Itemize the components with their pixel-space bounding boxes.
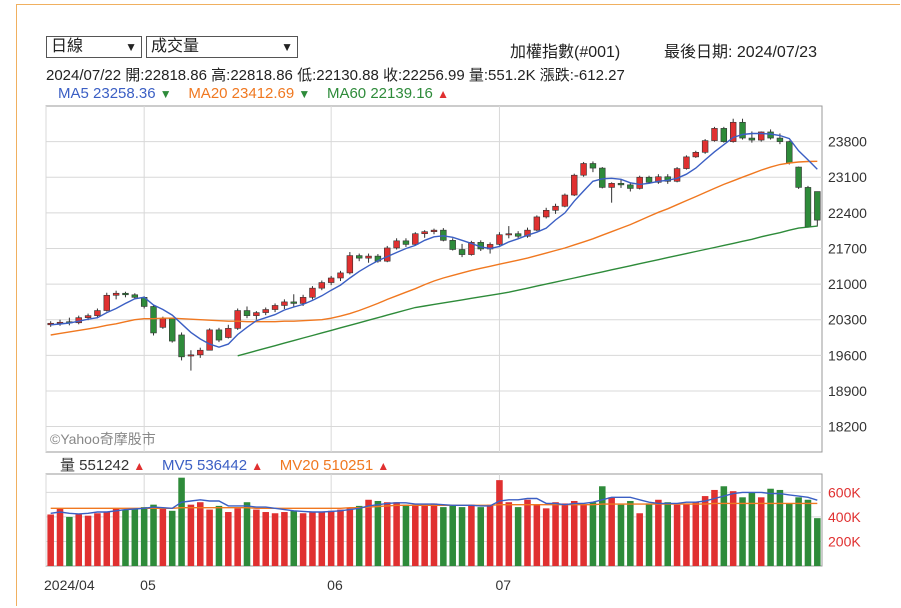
- mv5-arrow-icon: ▲: [251, 459, 264, 473]
- ohlc-date: 2024/07/22: [46, 67, 122, 84]
- ma5-arrow-icon: ▼: [159, 87, 172, 101]
- ma60-legend: MA60 22139.16: [326, 85, 433, 102]
- volume-legend: 量 551242 ▲ MV5 536442 ▲ MV20 510251 ▲: [60, 454, 389, 475]
- chart-frame: [16, 4, 900, 606]
- ma-legend: MA5 23258.36 ▼ MA20 23412.69 ▼ MA60 2213…: [58, 85, 449, 102]
- ohlc-low: 低:22130.88: [297, 67, 379, 84]
- ohlc-change: 漲跌:-612.27: [539, 67, 625, 84]
- ohlc-summary: 2024/07/22 開:22818.86 高:22818.86 低:22130…: [46, 64, 625, 85]
- ohlc-high: 高:22818.86: [211, 67, 293, 84]
- ma20-arrow-icon: ▼: [298, 87, 311, 101]
- vol-arrow-icon: ▲: [133, 459, 146, 473]
- index-name: 加權指數(#001): [510, 44, 621, 61]
- indicator-select-value: 成交量: [151, 38, 200, 55]
- ma60-arrow-icon: ▲: [437, 87, 449, 101]
- ohlc-open: 開:22818.86: [125, 67, 207, 84]
- vol-legend: 量 551242: [60, 457, 130, 474]
- ma20-legend: MA20 23412.69: [188, 85, 295, 102]
- ma5-legend: MA5 23258.36: [58, 85, 156, 102]
- period-select[interactable]: 日線 ▼: [46, 36, 142, 58]
- ohlc-close: 收:22256.99: [382, 67, 465, 84]
- last-date: 最後日期: 2024/07/23: [664, 44, 817, 61]
- mv20-legend: MV20 510251: [279, 457, 374, 474]
- period-select-value: 日線: [51, 38, 84, 55]
- ohlc-volume: 量:551.2K: [468, 67, 536, 84]
- chevron-down-icon: ▼: [125, 40, 137, 54]
- indicator-select[interactable]: 成交量 ▼: [146, 36, 298, 58]
- mv5-legend: MV5 536442: [161, 457, 248, 474]
- mv20-arrow-icon: ▲: [377, 459, 390, 473]
- chevron-down-icon: ▼: [281, 40, 293, 54]
